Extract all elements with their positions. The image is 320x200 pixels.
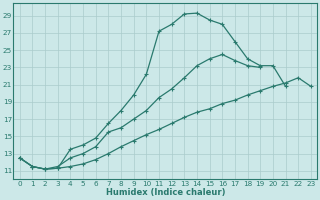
X-axis label: Humidex (Indice chaleur): Humidex (Indice chaleur) <box>106 188 225 197</box>
